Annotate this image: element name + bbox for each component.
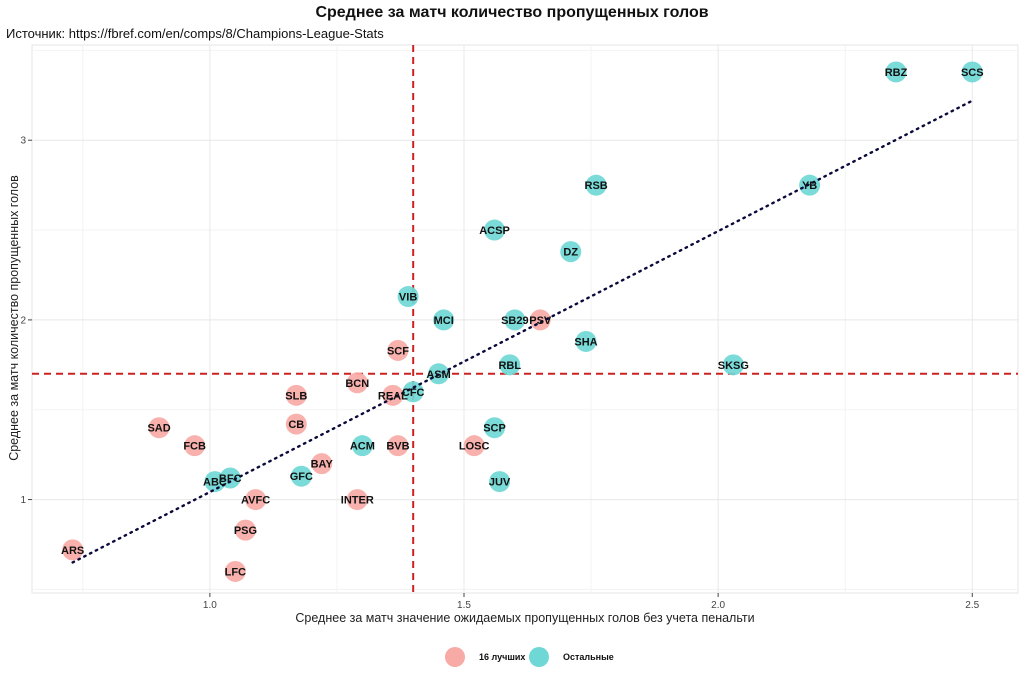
- data-point-ars: [62, 539, 84, 561]
- data-point-rbl: [499, 354, 521, 376]
- point-label-vib: VIB: [399, 292, 417, 304]
- legend-item-others: Остальные: [529, 646, 614, 668]
- point-label-ars: ARS: [61, 545, 84, 557]
- point-label-cb: CB: [288, 419, 304, 431]
- point-label-mci: MCI: [434, 315, 454, 327]
- point-label-avfc: AVFC: [241, 495, 270, 507]
- data-point-scf: [387, 339, 409, 361]
- data-point-fcb: [184, 435, 206, 457]
- data-point-acsp: [484, 219, 506, 241]
- data-point-vib: [397, 286, 419, 308]
- data-point-avfc: [245, 489, 267, 511]
- x-tick-label: 1.0: [203, 600, 217, 611]
- data-point-real: [382, 384, 404, 406]
- point-label-abc: ABC: [203, 477, 227, 489]
- data-point-losc: [463, 435, 485, 457]
- data-point-gfc: [290, 465, 312, 487]
- legend-swatch-top16: [445, 647, 465, 667]
- point-label-rbl: RBL: [498, 360, 521, 372]
- y-tick-label: 2: [20, 315, 26, 326]
- point-label-fcb: FCB: [183, 441, 206, 453]
- y-axis-label: Среднее за матч количество пропущенных г…: [7, 175, 21, 461]
- data-point-lfc: [224, 560, 246, 582]
- point-label-inter: INTER: [341, 495, 374, 507]
- legend-label-others: Остальные: [563, 652, 614, 662]
- trend-line: [71, 99, 974, 564]
- data-point-inter: [346, 489, 368, 511]
- data-point-scp: [484, 417, 506, 439]
- point-label-bvb: BVB: [386, 441, 409, 453]
- legend-swatch-others: [529, 647, 549, 667]
- x-tick-label: 2.5: [965, 600, 979, 611]
- data-point-yb: [799, 174, 821, 196]
- data-point-rbz: [885, 61, 907, 83]
- x-axis-label: Среднее за матч значение ожидаемых пропу…: [295, 611, 755, 625]
- point-label-lfc: LFC: [225, 566, 246, 578]
- legend: 16 лучших Остальные: [0, 646, 1024, 668]
- data-point-sad: [148, 417, 170, 439]
- point-label-real: REAL: [378, 390, 408, 402]
- point-label-bay: BAY: [311, 459, 334, 471]
- legend-item-top16: 16 лучших: [445, 646, 525, 668]
- data-point-slb: [285, 384, 307, 406]
- point-label-psv: PSV: [529, 315, 552, 327]
- point-label-juv: JUV: [489, 477, 511, 489]
- data-point-bcn: [346, 372, 368, 394]
- chart-title: Среднее за матч количество пропущенных г…: [315, 4, 709, 21]
- x-tick-label: 1.5: [457, 600, 471, 611]
- point-label-sad: SAD: [147, 423, 170, 435]
- data-point-sksg: [722, 354, 744, 376]
- point-label-sksg: SKSG: [718, 360, 749, 372]
- point-label-gfc: GFC: [290, 471, 313, 483]
- chart-subtitle: Источник: https://fbref.com/en/comps/8/C…: [6, 26, 384, 41]
- point-label-slb: SLB: [285, 390, 307, 402]
- data-point-bfc: [219, 467, 241, 489]
- y-tick-label: 3: [20, 136, 26, 147]
- point-label-psg: PSG: [234, 525, 257, 537]
- point-label-sb29: SB29: [501, 315, 529, 327]
- point-label-asm: ASM: [426, 369, 450, 381]
- data-point-acm: [351, 435, 373, 457]
- point-label-losc: LOSC: [459, 441, 490, 453]
- point-label-sha: SHA: [574, 336, 597, 348]
- data-point-bvb: [387, 435, 409, 457]
- legend-label-top16: 16 лучших: [479, 652, 526, 662]
- data-point-cfc: [402, 381, 424, 403]
- point-label-scp: SCP: [483, 423, 506, 435]
- data-point-mci: [433, 309, 455, 331]
- data-point-cb: [285, 413, 307, 435]
- data-point-bay: [311, 453, 333, 475]
- data-point-scs: [961, 61, 983, 83]
- data-point-rsb: [585, 174, 607, 196]
- point-label-rbz: RBZ: [885, 67, 908, 79]
- data-point-juv: [489, 471, 511, 493]
- x-tick-label: 2.0: [711, 600, 725, 611]
- data-point-sb29: [504, 309, 526, 331]
- y-tick-label: 1: [20, 495, 26, 506]
- point-label-cfc: CFC: [402, 387, 425, 399]
- point-label-yb: YB: [802, 180, 817, 192]
- data-point-sha: [575, 330, 597, 352]
- point-label-scf: SCF: [387, 345, 409, 357]
- data-point-dz: [560, 241, 582, 263]
- point-label-acm: ACM: [350, 441, 375, 453]
- data-point-psg: [234, 519, 256, 541]
- point-label-acsp: ACSP: [479, 225, 510, 237]
- point-label-bcn: BCN: [345, 378, 369, 390]
- point-label-scs: SCS: [961, 67, 984, 79]
- point-label-rsb: RSB: [585, 180, 608, 192]
- point-label-dz: DZ: [563, 247, 578, 259]
- point-label-bfc: BFC: [219, 473, 242, 485]
